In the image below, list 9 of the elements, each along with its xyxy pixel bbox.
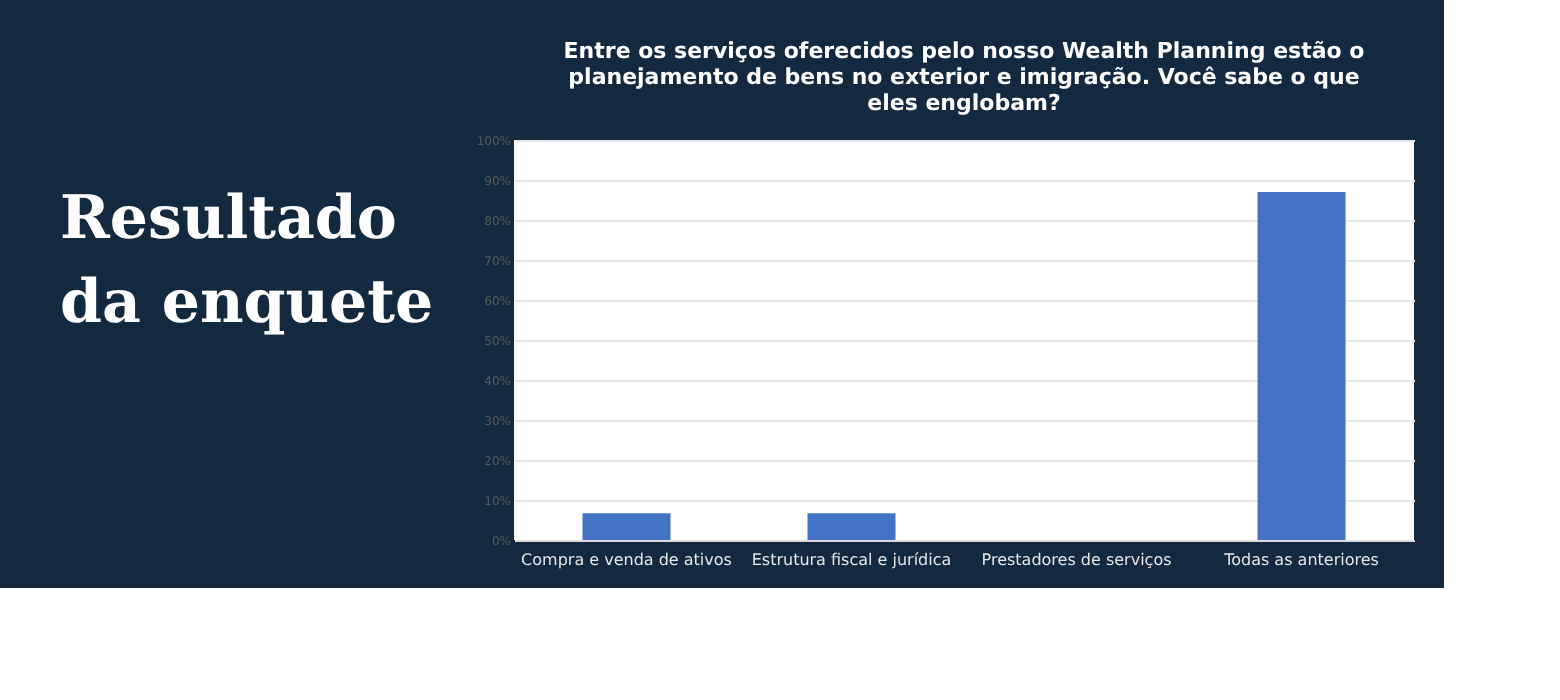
text: eles englobam? [867, 90, 1061, 116]
x-tick-label: Prestadores de serviços [981, 551, 1172, 569]
text: Entre os serviços oferecidos pelo nosso Wealth Planning estão o [563, 38, 1365, 64]
text: planejamento de bens no exterior e imigração. Você sabe o que [568, 64, 1360, 90]
x-tick-label: Compra e venda de ativos [521, 551, 732, 569]
x-tick-label: Todas as anteriores [1222, 551, 1379, 569]
text: Resultado [60, 184, 397, 254]
text: da enquete [60, 268, 434, 338]
x-tick-label: Estrutura fiscal e jurídica [751, 551, 952, 569]
